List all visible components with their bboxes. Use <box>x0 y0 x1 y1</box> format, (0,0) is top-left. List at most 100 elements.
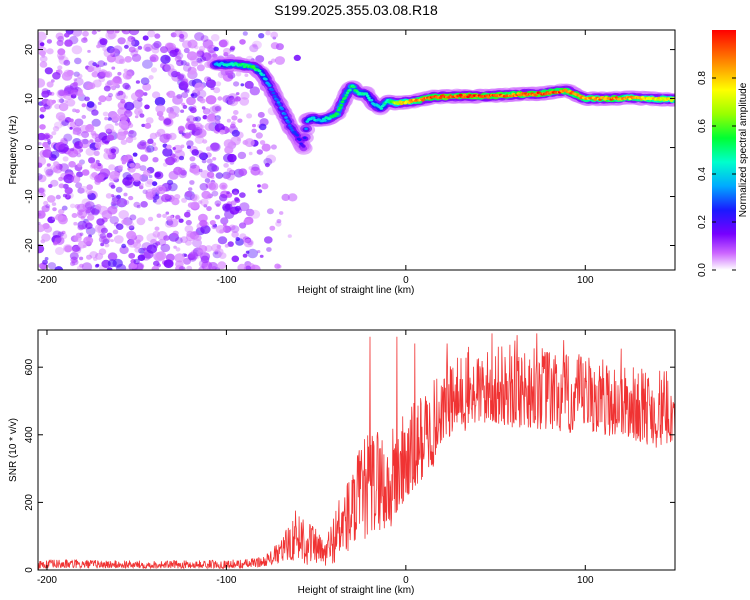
noise-blob <box>150 67 158 73</box>
noise-blob <box>239 39 246 45</box>
noise-blob <box>77 265 83 270</box>
noise-blob <box>225 172 235 181</box>
noise-blob <box>58 115 66 122</box>
noise-blob <box>144 104 150 110</box>
noise-blob <box>97 163 102 167</box>
noise-blob <box>162 213 167 218</box>
noise-blob <box>216 203 220 207</box>
noise-blob <box>105 95 113 102</box>
ridge-cell <box>242 65 247 68</box>
noise-blob <box>206 158 213 164</box>
noise-blob <box>230 123 236 129</box>
ridge-cell <box>287 124 292 127</box>
noise-blob <box>210 80 216 86</box>
noise-blob <box>158 115 165 121</box>
noise-blob <box>38 174 47 183</box>
noise-blob <box>114 55 125 64</box>
noise-blob <box>128 225 135 231</box>
noise-blob <box>125 174 133 181</box>
noise-blob <box>69 252 79 260</box>
noise-blob <box>69 118 74 123</box>
noise-blob <box>250 209 261 219</box>
noise-blob <box>281 193 290 201</box>
noise-blob <box>46 163 51 167</box>
noise-blob <box>104 116 109 121</box>
noise-blob <box>189 194 198 202</box>
noise-blob <box>166 90 176 99</box>
noise-blob <box>43 200 49 206</box>
noise-blob <box>105 128 113 135</box>
noise-blob <box>110 184 116 189</box>
noise-blob <box>93 256 98 261</box>
noise-blob <box>266 208 274 215</box>
noise-blob <box>75 182 83 189</box>
noise-blob <box>189 107 197 114</box>
snr-frame <box>37 329 676 571</box>
noise-blob <box>100 227 108 234</box>
noise-blob <box>50 150 60 159</box>
noise-blob <box>212 157 217 161</box>
noise-blob <box>120 139 127 145</box>
noise-blob <box>208 183 217 190</box>
ridge-cell <box>295 134 300 137</box>
noise-blob <box>169 215 174 219</box>
noise-blob <box>137 45 143 50</box>
noise-blob <box>67 148 79 158</box>
noise-blob <box>110 148 117 154</box>
noise-blob <box>151 142 157 147</box>
noise-blob <box>210 142 220 151</box>
noise-blob <box>245 250 250 254</box>
noise-blob <box>45 170 53 178</box>
ridge-cell <box>367 96 371 100</box>
ridge-cell <box>340 100 345 103</box>
noise-blob <box>80 185 88 193</box>
noise-blob <box>172 230 179 237</box>
noise-blob <box>209 142 221 152</box>
noise-blob <box>143 247 147 251</box>
noise-blob <box>223 47 231 55</box>
noise-blob <box>64 32 70 38</box>
noise-blob <box>163 118 172 125</box>
noise-blob <box>127 238 139 248</box>
noise-blob <box>71 259 79 266</box>
noise-blob <box>226 191 230 195</box>
noise-blob <box>51 216 57 221</box>
ridge-cell <box>251 65 256 68</box>
noise-blob <box>163 259 174 269</box>
noise-blob <box>207 163 218 173</box>
noise-blob <box>152 146 158 152</box>
noise-blob <box>275 43 284 51</box>
noise-blob <box>235 71 242 77</box>
noise-blob <box>197 249 205 257</box>
noise-blob <box>38 173 43 181</box>
noise-blob <box>83 236 94 245</box>
noise-blob <box>160 46 168 54</box>
noise-blob <box>43 166 54 175</box>
noise-blob <box>94 133 100 138</box>
noise-blob <box>139 183 144 187</box>
noise-blob <box>243 238 254 248</box>
noise-blob <box>52 126 60 132</box>
noise-blob <box>185 239 192 246</box>
noise-blob <box>190 93 195 97</box>
noise-blob <box>81 103 87 108</box>
noise-blob <box>185 191 193 198</box>
noise-blob <box>58 55 65 61</box>
noise-blob <box>143 92 148 96</box>
noise-blob <box>163 133 171 140</box>
noise-blob <box>99 233 107 239</box>
noise-blob <box>160 54 171 64</box>
noise-blob <box>82 244 87 248</box>
noise-blob <box>173 245 177 249</box>
noise-blob <box>58 102 69 112</box>
noise-blob <box>206 206 212 212</box>
noise-blob <box>136 141 147 150</box>
noise-blob <box>72 81 78 87</box>
noise-blob <box>118 165 124 170</box>
noise-blob <box>201 106 206 110</box>
noise-blob <box>59 163 69 172</box>
noise-blob <box>258 33 265 39</box>
ridge-cell <box>272 94 277 98</box>
colorbar-tick-label: 0.2 <box>697 215 708 229</box>
noise-blob <box>38 132 46 141</box>
